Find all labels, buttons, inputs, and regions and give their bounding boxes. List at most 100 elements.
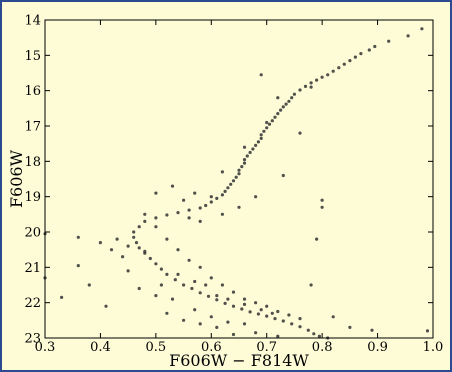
data-point (309, 81, 313, 85)
data-point (132, 235, 136, 239)
data-point (176, 211, 180, 215)
data-point (154, 262, 158, 266)
data-point (234, 175, 238, 179)
data-point (182, 198, 186, 202)
data-point (215, 196, 219, 200)
data-point (298, 131, 302, 135)
data-point (240, 165, 244, 169)
x-tick-label: 0.4 (90, 340, 111, 355)
data-point (209, 315, 213, 319)
data-point (265, 126, 269, 130)
data-point (245, 154, 249, 158)
data-point (248, 310, 252, 314)
data-point (276, 96, 280, 100)
data-point (353, 55, 357, 59)
y-tick-label: 19 (24, 190, 41, 205)
data-point (182, 283, 186, 287)
data-point (281, 105, 285, 109)
data-point (259, 73, 263, 77)
data-point (326, 73, 330, 77)
data-point (298, 317, 302, 321)
data-point (254, 195, 258, 199)
data-point (115, 237, 119, 241)
data-point (337, 66, 341, 70)
data-point (259, 133, 263, 137)
x-tick-label: 0.3 (35, 340, 56, 355)
data-point (276, 112, 280, 116)
data-point (387, 39, 391, 43)
data-point (137, 286, 141, 291)
data-point (306, 328, 310, 332)
data-point (187, 258, 191, 262)
data-point (198, 206, 202, 210)
data-point (287, 99, 291, 103)
data-point (190, 286, 194, 291)
data-point (237, 205, 241, 209)
data-point (154, 294, 158, 298)
x-tick-label: 1.0 (423, 340, 444, 355)
x-tick-label: 0.9 (367, 340, 388, 355)
data-point (143, 212, 147, 216)
data-point (231, 290, 236, 294)
x-tick-label: 0.7 (256, 340, 277, 355)
data-point (284, 102, 288, 106)
data-point (209, 276, 213, 280)
data-point (148, 256, 152, 261)
data-point (193, 191, 197, 195)
data-point (242, 322, 247, 326)
data-point (240, 307, 244, 311)
data-point (126, 269, 130, 273)
ticks-layer: 0.3 0.4 0.5 0.6 0.7 0.8 0.9 1.0 14 15 16 17 18 19 20 21… (24, 14, 443, 356)
data-point (276, 309, 280, 314)
data-point (76, 235, 80, 239)
y-axis-label: F606W (7, 149, 26, 208)
data-point (298, 88, 302, 92)
y-tick-label: 20 (24, 226, 41, 241)
data-point (267, 122, 272, 126)
data-point (315, 78, 319, 82)
y-tick-label: 16 (24, 84, 41, 99)
data-point (193, 308, 197, 312)
data-point (231, 332, 236, 337)
data-point (193, 279, 197, 284)
data-point (242, 145, 247, 149)
data-point (198, 291, 202, 295)
y-tick-label: 17 (24, 120, 41, 135)
data-point (237, 168, 241, 172)
data-point (342, 62, 346, 66)
data-point (242, 158, 247, 162)
data-point (223, 301, 227, 305)
data-point (134, 241, 139, 245)
data-point (298, 325, 302, 329)
data-point (220, 283, 224, 287)
data-point (121, 255, 125, 259)
data-point (242, 297, 247, 301)
data-point (204, 203, 208, 208)
data-point (109, 248, 114, 252)
data-point (165, 237, 169, 241)
data-point (265, 304, 269, 308)
data-point (248, 150, 252, 155)
data-point (226, 320, 230, 324)
y-tick-label: 21 (24, 261, 41, 276)
data-point (406, 34, 410, 38)
data-point (176, 248, 180, 252)
data-point (242, 161, 247, 165)
data-point (132, 230, 136, 234)
data-point (137, 225, 141, 229)
data-point (226, 186, 230, 190)
data-point (273, 115, 277, 119)
data-point (198, 265, 202, 269)
data-point (231, 179, 236, 183)
data-point (137, 246, 141, 250)
data-point (242, 302, 247, 306)
data-point (220, 212, 224, 216)
points-layer (43, 27, 430, 340)
data-point (279, 108, 283, 112)
data-point (292, 92, 296, 96)
data-point (281, 319, 285, 323)
data-point (220, 193, 224, 197)
data-point (331, 315, 335, 319)
y-tick-label: 18 (24, 155, 41, 170)
x-tick-label: 0.8 (312, 340, 333, 355)
